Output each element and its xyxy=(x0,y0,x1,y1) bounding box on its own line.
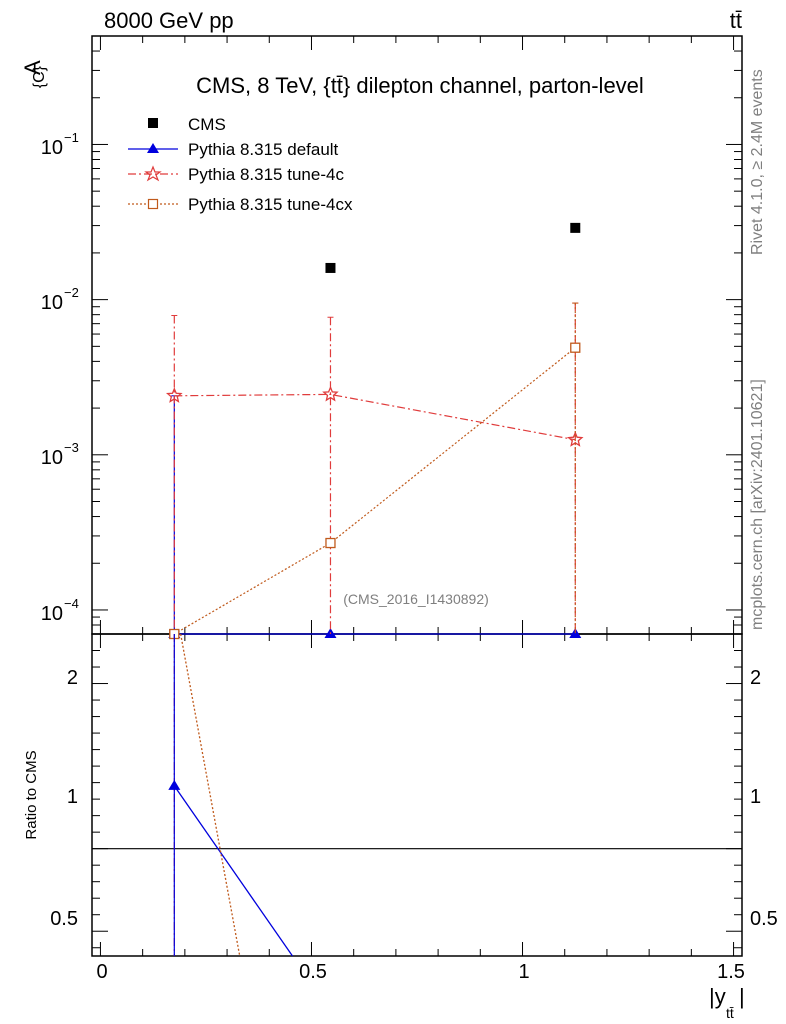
x-tick-label-0: 0 xyxy=(96,961,107,983)
y-axis-label: A {C} xyxy=(20,60,48,88)
legend: CMS Pythia 8.315 default Pythia 8.315 tu… xyxy=(128,115,353,214)
series-3-point xyxy=(570,342,581,353)
ratio-y-axis-label: Ratio to CMS xyxy=(23,750,40,839)
header-energy-label: 8000 GeV pp xyxy=(104,8,234,33)
series-2-point xyxy=(322,385,339,402)
svg-text:{C}: {C} xyxy=(31,65,48,88)
svg-text:10: 10 xyxy=(41,292,63,314)
ratio-series-1-line xyxy=(179,633,241,957)
header-process-label: tt̄ xyxy=(730,8,742,33)
x-tick-label-15: 1.5 xyxy=(717,961,745,983)
ratio-right-tick-1: 1 xyxy=(750,786,761,808)
series-2-point xyxy=(566,431,584,447)
series-0-point xyxy=(570,222,581,233)
rivet-version-label: Rivet 4.1.0, ≥ 2.4M events xyxy=(749,69,766,255)
y-tick-label-2: 10 −3 xyxy=(41,440,79,469)
ratio-left-tick-2: 2 xyxy=(67,667,78,689)
analysis-tag: (CMS_2016_I1430892) xyxy=(343,591,489,607)
x-tick-label-1: 1 xyxy=(518,961,529,983)
svg-text:10: 10 xyxy=(41,137,63,159)
svg-text:A: A xyxy=(20,60,45,75)
svg-text:−4: −4 xyxy=(64,596,79,611)
x-tick-label-05: 0.5 xyxy=(299,961,327,983)
svg-text:Pythia 8.315 default: Pythia 8.315 default xyxy=(188,140,339,159)
series-2-point xyxy=(165,387,183,403)
legend-entry-cms: CMS xyxy=(148,115,226,134)
ratio-left-tick-05: 0.5 xyxy=(50,908,78,930)
ratio-right-tick-2: 2 xyxy=(750,667,761,689)
ratio-series-0-point xyxy=(168,779,181,790)
svg-text:10: 10 xyxy=(41,447,63,469)
svg-text:−2: −2 xyxy=(64,285,79,300)
legend-entry-default: Pythia 8.315 default xyxy=(128,140,339,159)
series-3-point xyxy=(325,537,336,549)
series-0-point xyxy=(325,262,336,273)
svg-text:10: 10 xyxy=(41,603,63,625)
ratio-axis-ticks xyxy=(92,633,742,956)
svg-text:−3: −3 xyxy=(64,440,79,455)
legend-entry-tune4cx: Pythia 8.315 tune-4cx xyxy=(128,195,353,214)
series-2-line xyxy=(174,393,576,441)
svg-text:Pythia 8.315 tune-4cx: Pythia 8.315 tune-4cx xyxy=(188,195,353,214)
svg-text:tt̄: tt̄ xyxy=(726,1005,734,1021)
y-tick-label-0: 10 −1 xyxy=(41,130,79,159)
svg-text:CMS: CMS xyxy=(188,115,226,134)
svg-text:−1: −1 xyxy=(64,130,79,145)
x-axis-label: |y tt̄ | xyxy=(709,984,745,1021)
legend-entry-tune4c: Pythia 8.315 tune-4c xyxy=(128,165,344,184)
mcplots-source-label: mcplots.cern.ch [arXiv:2401.10621] xyxy=(749,379,766,630)
main-axis-ticks xyxy=(92,35,742,635)
svg-text:|y: |y xyxy=(709,984,726,1009)
chart-title: CMS, 8 TeV, {tt̄} dilepton channel, part… xyxy=(196,73,644,98)
svg-text:Pythia 8.315 tune-4c: Pythia 8.315 tune-4c xyxy=(188,165,344,184)
y-tick-label-1: 10 −2 xyxy=(41,285,79,314)
svg-text:|: | xyxy=(739,984,745,1009)
ratio-left-tick-1: 1 xyxy=(67,786,78,808)
main-series-layer xyxy=(165,222,584,640)
y-tick-label-3: 10 −4 xyxy=(41,596,79,625)
ratio-series-0-line xyxy=(173,785,294,957)
ratio-series-layer xyxy=(168,633,294,957)
ratio-right-tick-05: 0.5 xyxy=(750,908,778,930)
